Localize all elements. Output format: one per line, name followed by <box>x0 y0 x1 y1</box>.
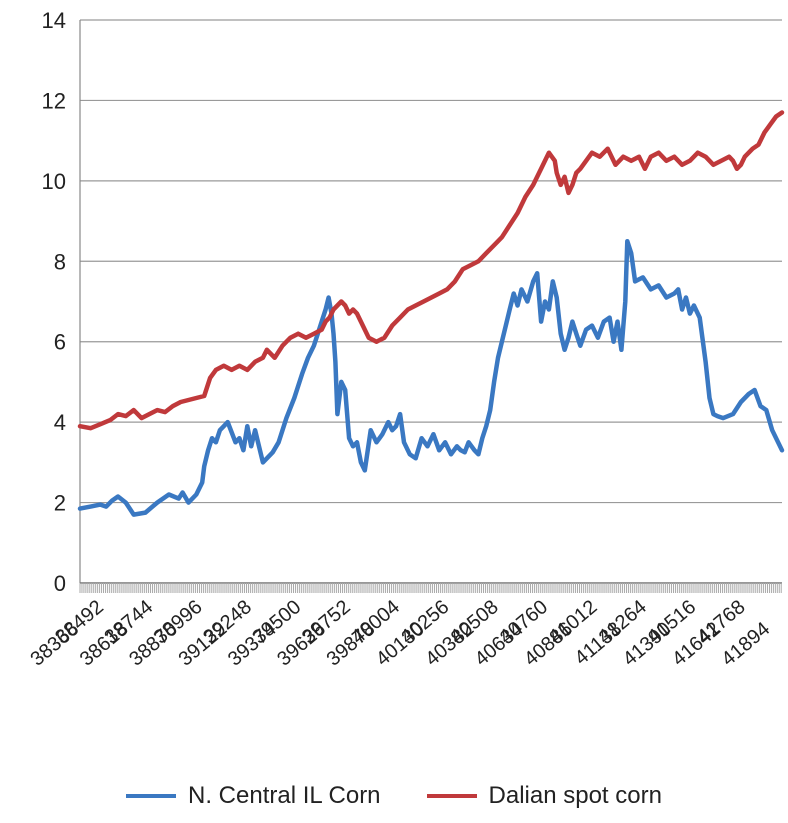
series-lines <box>77 110 785 517</box>
legend-label-series-2: Dalian spot corn <box>488 782 662 809</box>
y-tick-label: 2 <box>54 491 66 516</box>
series-line-1 <box>77 238 785 517</box>
series-line-2 <box>77 110 785 431</box>
grid <box>80 19 782 504</box>
y-tick-label: 0 <box>54 571 66 596</box>
y-tick-label: 12 <box>42 88 66 113</box>
line-chart: 0246810121438492387443899639248395003975… <box>26 8 785 671</box>
legend-swatch-series-2 <box>426 794 477 798</box>
legend-item-series-2: Dalian spot corn <box>426 782 662 810</box>
legend-item-series-1: N. Central IL Corn <box>126 782 381 810</box>
y-tick-label: 6 <box>54 330 66 355</box>
legend: N. Central IL Corn Dalian spot corn <box>0 782 788 810</box>
x-tick-label: 38366 <box>26 618 83 671</box>
legend-label-series-1: N. Central IL Corn <box>188 782 381 809</box>
y-tick-label: 14 <box>42 8 66 33</box>
legend-swatch-series-1 <box>126 794 177 798</box>
y-tick-label: 8 <box>54 249 66 274</box>
y-tick-label: 10 <box>42 169 66 194</box>
axes: 0246810121438492387443899639248395003975… <box>26 8 782 671</box>
y-tick-label: 4 <box>54 410 66 435</box>
